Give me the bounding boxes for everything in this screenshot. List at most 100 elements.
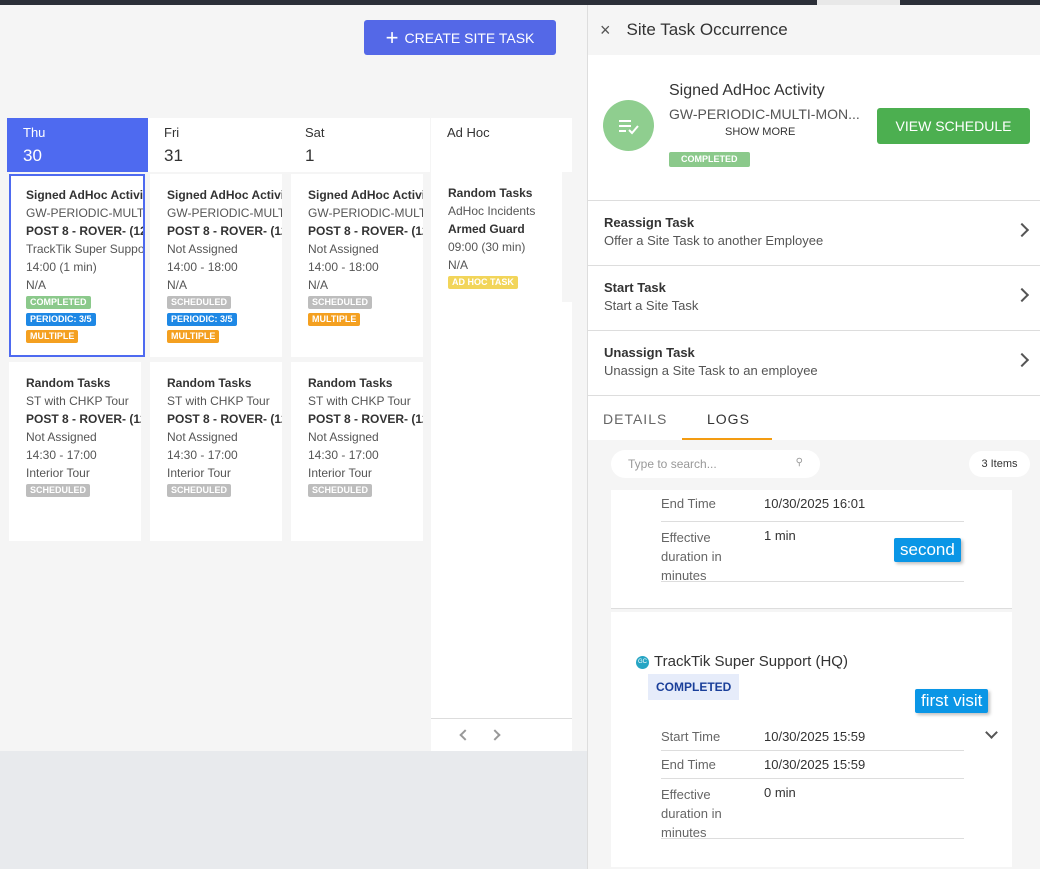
pager [431,718,572,751]
card-line: GW-PERIODIC-MULTI-I [167,206,282,220]
card-line: Not Assigned [308,242,379,256]
weekday: Fri [164,125,180,140]
card-line: Random Tasks [26,376,111,390]
badge-row: MULTIPLE [308,311,423,328]
search-icon: ⚲ [795,457,803,468]
weekday: Ad Hoc [447,125,490,140]
card-line: POST 8 - ROVER- (12 [167,224,282,238]
badge: SCHEDULED [167,484,232,497]
badge-row: PERIODIC: 3/5 [167,311,282,328]
next[interactable] [489,729,501,741]
create-label: CREATE SITE TASK [404,29,535,46]
card-line: GW-PERIODIC-MULTI- [26,206,145,220]
card-line: Random Tasks [167,376,252,390]
badge-row: MULTIPLE [167,328,282,345]
task-card[interactable]: Signed AdHoc Activit GW-PERIODIC-MULTI- PO… [9,174,145,357]
task-card[interactable]: Signed AdHoc Activit GW-PERIODIC-MULTI-I P… [291,174,423,357]
badge-row: COMPLETED [26,294,143,311]
card-line: Not Assigned [167,242,238,256]
log-row: Effective duration in minutes 1 min [661,522,964,583]
expand[interactable] [985,726,998,739]
day-number: 30 [23,146,42,165]
prev[interactable] [459,729,471,741]
show-more[interactable]: SHOW MORE [725,126,796,138]
tooltip: second [894,538,961,562]
log-label: Effective duration in minutes [661,530,722,583]
view-schedule-button[interactable]: VIEW SCHEDULE [877,108,1030,144]
log-status: COMPLETED [648,674,740,700]
card-line: Not Assigned [167,430,238,444]
log-row: Start Time 10/30/2025 15:59 [661,723,964,751]
tab-logs[interactable]: LOGS [707,411,750,427]
action-row[interactable]: Reassign Task Offer a Site Task to anothe… [588,200,1040,265]
create-button[interactable]: + CREATE SITE TASK [364,20,556,55]
card-line: Random Tasks [308,376,393,390]
card-line: 14:00 (1 min) [26,260,97,274]
tooltip: first visit [915,689,989,713]
weekday: Thu [23,125,46,140]
top-bar [0,0,1040,5]
task-card[interactable]: Random Tasks ST with CHKP Tour POST 8 - RO… [150,362,282,541]
card-line: Not Assigned [308,430,379,444]
badge: COMPLETED [26,296,91,309]
badge: SCHEDULED [167,296,232,309]
card-line: 09:00 (30 min) [448,240,526,254]
task-card[interactable]: Random Tasks AdHoc Incidents Armed Guard 09… [431,172,562,302]
logs: Type to search... ⚲ 3 Items End Time 10/30… [588,440,1040,869]
log-value: 10/30/2025 15:59 [764,757,866,772]
card-line: ST with CHKP Tour [167,394,270,408]
action-title: Start Task [604,280,666,295]
card-line: N/A [167,278,188,292]
badge-row: SCHEDULED [26,482,141,499]
card-line: POST 8 - ROVER- (12 [308,224,423,238]
badge: SCHEDULED [308,484,373,497]
card-line: 14:30 - 17:00 [26,448,97,462]
plus-icon: + [385,24,399,50]
card-line: Armed Guard [448,222,525,236]
log-row: End Time 10/30/2025 16:01 [661,494,964,522]
day-header: Ad Hoc [431,118,572,172]
tab-details[interactable]: DETAILS [603,411,668,427]
badge: MULTIPLE [167,330,220,343]
action-title: Reassign Task [604,215,695,230]
card-line: 14:30 - 17:00 [308,448,379,462]
action-subtitle: Offer a Site Task to another Employee [604,233,824,248]
search-box[interactable]: Type to search... ⚲ [611,450,820,478]
action-row[interactable]: Unassign Task Unassign a Site Task to an … [588,330,1040,395]
task-card[interactable]: Signed AdHoc Activit GW-PERIODIC-MULTI-I P… [150,174,282,357]
log-value: 10/30/2025 15:59 [764,729,866,744]
badge: PERIODIC: 3/5 [167,313,237,326]
log-label: Effective duration in minutes [661,787,722,840]
adhoc-column [431,302,572,718]
task-card[interactable]: Random Tasks ST with CHKP Tour POST 8 - RO… [9,362,141,541]
card-line: Interior Tour [26,466,90,480]
day-header: Sat 1 [289,118,430,172]
panel-header: × Site Task Occurrence [588,5,1040,55]
card-line: Signed AdHoc Activit [26,188,145,202]
day-header: Fri 31 [148,118,289,172]
close-button[interactable]: × [600,19,611,40]
task-schedule: GW-PERIODIC-MULTI-MON... [669,106,860,122]
badge: PERIODIC: 3/5 [26,313,96,326]
action-subtitle: Start a Site Task [604,298,699,313]
action-row[interactable]: Start Task Start a Site Task [588,265,1040,330]
day-header: Thu 30 [7,118,148,172]
task-card[interactable]: Random Tasks ST with CHKP Tour POST 8 - RO… [291,362,423,541]
tab-indicator [682,438,772,440]
badge: AD HOC TASK [448,276,518,289]
card-line: POST 8 - ROVER- (12 [167,412,282,426]
badge-row: SCHEDULED [308,482,423,499]
card-line: POST 8 - ROVER- (12 [308,412,423,426]
badge-row: MULTIPLE [26,328,143,345]
card-line: N/A [448,258,469,272]
log-label: Start Time [661,729,721,744]
card-line: 14:00 - 18:00 [308,260,379,274]
badge-row: SCHEDULED [308,294,423,311]
card-line: Interior Tour [167,466,231,480]
action-subtitle: Unassign a Site Task to an employee [604,363,818,378]
top-bar-tab [817,0,900,5]
card-line: GW-PERIODIC-MULTI-I [308,206,423,220]
search-placeholder: Type to search... [628,457,717,471]
